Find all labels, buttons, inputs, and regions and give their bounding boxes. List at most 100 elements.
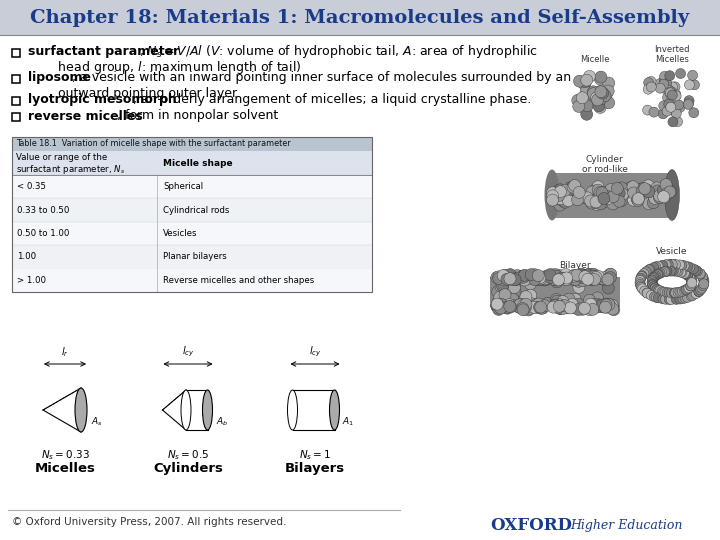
Ellipse shape [181,390,191,430]
Text: , a vesicle with an inward pointing inner surface of molecules surrounded by an: , a vesicle with an inward pointing inne… [73,71,572,84]
Text: $A_1$: $A_1$ [343,415,355,428]
Circle shape [574,270,586,282]
Circle shape [511,269,523,281]
Circle shape [572,298,585,310]
Circle shape [636,272,647,281]
Circle shape [599,90,611,102]
Circle shape [492,272,505,285]
FancyBboxPatch shape [12,222,372,245]
Circle shape [639,268,649,279]
Circle shape [526,271,539,282]
Circle shape [668,117,678,127]
Circle shape [518,299,530,311]
Circle shape [696,268,705,279]
Circle shape [651,182,663,194]
Circle shape [666,266,676,276]
Circle shape [517,302,528,314]
Text: 0.33 to 0.50: 0.33 to 0.50 [17,206,69,214]
Circle shape [585,274,598,286]
Text: Vesicle
or
liposome: Vesicle or liposome [652,247,693,277]
Circle shape [525,268,537,281]
Circle shape [607,303,618,315]
Circle shape [667,82,678,92]
Circle shape [597,299,609,310]
Circle shape [500,302,513,314]
Circle shape [605,268,617,280]
Circle shape [575,268,588,280]
Circle shape [671,91,681,101]
Ellipse shape [665,170,680,220]
Circle shape [698,273,708,282]
Text: 0.50 to 1.00: 0.50 to 1.00 [17,229,69,238]
Circle shape [639,286,649,296]
Circle shape [591,301,603,313]
Circle shape [660,186,671,198]
Circle shape [680,285,690,295]
Circle shape [621,189,634,201]
Circle shape [536,302,548,314]
Circle shape [583,70,595,83]
Circle shape [685,281,696,291]
Circle shape [539,273,552,285]
Circle shape [661,260,671,269]
Circle shape [649,292,660,302]
Circle shape [685,80,695,90]
Circle shape [588,273,600,285]
Circle shape [590,198,603,211]
Circle shape [546,187,559,199]
Circle shape [595,71,607,83]
Circle shape [631,193,644,206]
Circle shape [585,195,597,207]
Circle shape [687,278,697,288]
Circle shape [523,273,534,285]
Circle shape [552,295,563,307]
Circle shape [670,82,680,92]
Circle shape [603,97,615,109]
Circle shape [491,298,503,310]
Circle shape [681,269,690,279]
Circle shape [504,273,516,285]
Circle shape [600,301,613,313]
Circle shape [665,88,675,98]
Circle shape [556,300,568,312]
Circle shape [492,286,504,298]
Circle shape [691,265,701,275]
Circle shape [528,269,541,281]
Ellipse shape [202,390,212,430]
Circle shape [507,293,519,305]
Text: Inverted
Micelles: Inverted Micelles [654,45,690,64]
Circle shape [590,92,603,104]
Circle shape [616,188,629,200]
Circle shape [652,292,662,302]
Circle shape [504,268,516,281]
Text: $A_s$: $A_s$ [91,415,103,428]
Circle shape [497,271,508,283]
Circle shape [642,288,652,298]
Circle shape [598,192,610,205]
Circle shape [665,266,675,276]
Circle shape [588,87,599,100]
Circle shape [694,287,704,296]
Circle shape [699,276,709,287]
Circle shape [659,79,669,89]
Circle shape [544,271,557,284]
Text: Micelles: Micelles [35,462,96,475]
Circle shape [687,276,697,287]
Circle shape [600,89,612,101]
Circle shape [519,302,531,314]
Circle shape [597,189,608,201]
Circle shape [660,267,670,276]
Circle shape [687,276,697,286]
Circle shape [647,291,657,300]
Circle shape [605,184,617,195]
Circle shape [509,300,521,312]
Circle shape [553,184,565,196]
Circle shape [652,185,663,197]
Circle shape [574,302,586,314]
Text: Value or range of the: Value or range of the [16,153,107,163]
Circle shape [554,302,566,315]
Circle shape [531,298,542,310]
Circle shape [647,194,660,206]
Circle shape [593,299,605,310]
Circle shape [635,278,645,288]
